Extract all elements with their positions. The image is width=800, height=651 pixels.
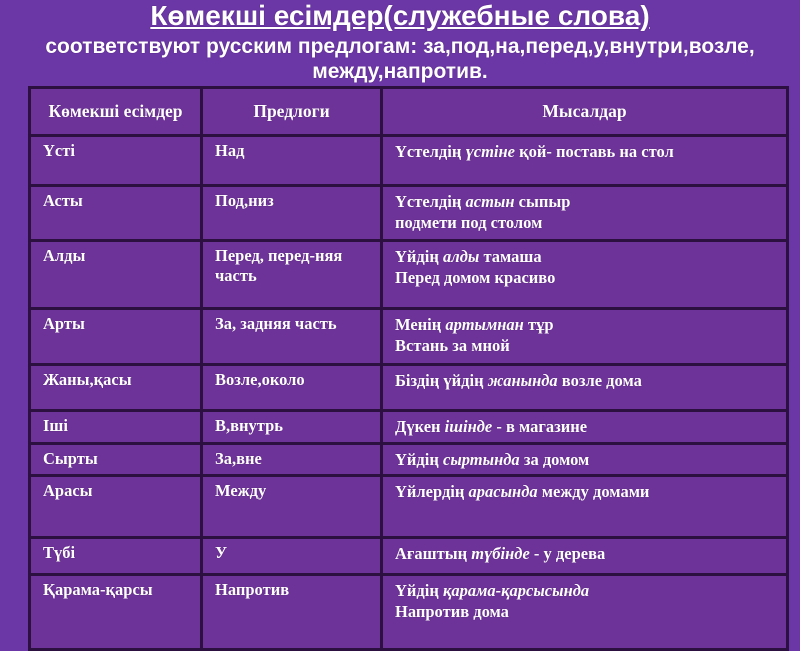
example-cell: Ағаштың түбінде - у дерева	[380, 536, 789, 576]
table-row: Арты За, задняя часть Менің артымнан тұр Вс…	[28, 307, 789, 366]
preposition-cell: Возле,около	[200, 363, 383, 412]
example-line: Менің артымнан тұр	[395, 315, 554, 334]
header-prepositions: Предлоги	[200, 86, 383, 137]
slide-subtitle: соответствуют русским предлогам: за,под,…	[0, 35, 800, 83]
subtitle-line-2: между,напротив.	[312, 59, 488, 83]
slide-header: Көмекші есімдер(служебные слова) соответ…	[0, 1, 800, 84]
preposition-cell: Напротив	[200, 573, 383, 651]
kazakh-term-cell: Сырты	[28, 442, 203, 477]
kazakh-term-cell: Жаны,қасы	[28, 363, 203, 412]
header-examples: Мысалдар	[380, 86, 789, 137]
kazakh-term-cell: Арасы	[28, 474, 203, 539]
kazakh-term-cell: Үсті	[28, 134, 203, 187]
example-line: Үстелдің астын сыпыр	[395, 192, 571, 211]
table-row: Жаны,қасы Возле,около Біздің үйдің жанында…	[28, 363, 789, 412]
prepositions-table: Көмекші есімдер Предлоги Мысалдар Үсті На…	[28, 86, 789, 651]
example-line: Ағаштың түбінде - у дерева	[395, 544, 606, 563]
table-row: Арасы Между Үйлердің арасында между домами	[28, 474, 789, 539]
kazakh-term-cell: Арты	[28, 307, 203, 366]
preposition-cell: За, задняя часть	[200, 307, 383, 366]
preposition-cell: Под,низ	[200, 184, 383, 242]
example-line: Біздің үйдің жанында возле дома	[395, 371, 642, 390]
kazakh-term-cell: Қарама-қарсы	[28, 573, 203, 651]
preposition-cell: В,внутрь	[200, 409, 383, 445]
example-cell: Үйдің қарама-қарсысында Напротив дома	[380, 573, 789, 651]
example-line: Үстелдің үстіне қой- поставь на стол	[395, 142, 674, 161]
slide-title: Көмекші есімдер(служебные слова)	[150, 0, 650, 31]
table-row: Іші В,внутрь Дүкен ішінде - в магазине	[28, 409, 789, 445]
example-line: Үйдің сыртында за домом	[395, 450, 590, 469]
example-line: Напротив дома	[395, 602, 509, 622]
example-cell: Біздің үйдің жанында возле дома	[380, 363, 789, 412]
example-cell: Үстелдің астын сыпыр подмети под столом	[380, 184, 789, 242]
example-line: Үйдің қарама-қарсысында	[395, 581, 590, 600]
table-header-row: Көмекші есімдер Предлоги Мысалдар	[28, 86, 789, 137]
example-cell: Менің артымнан тұр Встань за мной	[380, 307, 789, 366]
kazakh-term-cell: Алды	[28, 239, 203, 310]
example-line: Үйлердің арасында между домами	[395, 482, 650, 501]
example-line: Дүкен ішінде - в магазине	[395, 417, 588, 436]
subtitle-line-1: соответствуют русским предлогам: за,под,…	[45, 35, 755, 59]
preposition-cell: Перед, перед-няя часть	[200, 239, 383, 310]
example-cell: Дүкен ішінде - в магазине	[380, 409, 789, 445]
kazakh-term-cell: Асты	[28, 184, 203, 242]
example-line: Встань за мной	[395, 336, 510, 356]
example-line: Перед домом красиво	[395, 268, 556, 288]
table-row: Сырты За,вне Үйдің сыртында за домом	[28, 442, 789, 477]
table-row: Қарама-қарсы Напротив Үйдің қарама-қарсысы…	[28, 573, 789, 651]
preposition-cell: Между	[200, 474, 383, 539]
kazakh-term-cell: Түбі	[28, 536, 203, 576]
example-cell: Үйлердің арасында между домами	[380, 474, 789, 539]
table-row: Үсті Над Үстелдің үстіне қой- поставь на с…	[28, 134, 789, 187]
header-kazakh-terms: Көмекші есімдер	[28, 86, 203, 137]
table-row: Алды Перед, перед-няя часть Үйдің алды там…	[28, 239, 789, 310]
preposition-cell: Над	[200, 134, 383, 187]
example-line: Үйдің алды тамаша	[395, 247, 542, 266]
example-cell: Үйдің сыртында за домом	[380, 442, 789, 477]
table-row: Асты Под,низ Үстелдің астын сыпыр подмети п…	[28, 184, 789, 242]
example-line: подмети под столом	[395, 213, 543, 233]
example-cell: Үйдің алды тамаша Перед домом красиво	[380, 239, 789, 310]
preposition-cell: За,вне	[200, 442, 383, 477]
example-cell: Үстелдің үстіне қой- поставь на стол	[380, 134, 789, 187]
kazakh-term-cell: Іші	[28, 409, 203, 445]
table-row: Түбі У Ағаштың түбінде - у дерева	[28, 536, 789, 576]
preposition-cell: У	[200, 536, 383, 576]
